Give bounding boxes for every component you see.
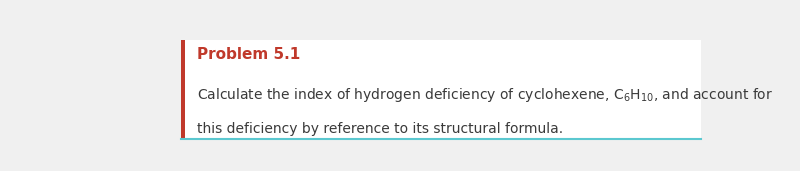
Text: this deficiency by reference to its structural formula.: this deficiency by reference to its stru… xyxy=(198,122,563,136)
Text: Calculate the index of hydrogen deficiency of cyclohexene, C$_6$H$_{10}$, and ac: Calculate the index of hydrogen deficien… xyxy=(198,86,774,104)
FancyBboxPatch shape xyxy=(181,40,185,139)
Text: Problem 5.1: Problem 5.1 xyxy=(198,47,301,62)
FancyBboxPatch shape xyxy=(181,40,702,139)
